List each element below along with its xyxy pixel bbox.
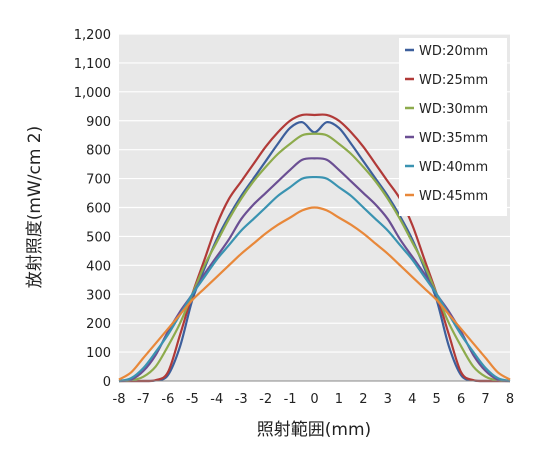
- y-tick-label: 0: [103, 375, 111, 390]
- y-axis-title: 放射照度(mW/cm 2): [25, 126, 45, 289]
- y-tick-label: 400: [86, 259, 111, 274]
- x-axis-ticks: -8 -7 -6 -5 -4 -3 -2 -1 0 1 2 3 4 5 6 7 8: [113, 392, 515, 407]
- series-lines: [118, 113, 511, 383]
- series-line-6: [118, 206, 511, 381]
- x-tick-label: 8: [506, 392, 514, 407]
- legend-box: [399, 38, 507, 216]
- x-tick-label: -1: [284, 392, 297, 407]
- x-axis-title: 照射範囲(mm): [257, 420, 371, 440]
- x-tick-label: 7: [481, 392, 489, 407]
- y-tick-label: 200: [86, 317, 111, 332]
- x-tick-label: 6: [457, 392, 465, 407]
- legend-label: WD:40mm: [419, 160, 488, 175]
- legend-label: WD:30mm: [419, 102, 488, 117]
- x-tick-label: 3: [384, 392, 392, 407]
- x-tick-label: -8: [113, 392, 126, 407]
- series-line-3: [118, 132, 511, 383]
- x-tick-label: -5: [186, 392, 199, 407]
- y-tick-label: 1,200: [74, 28, 111, 43]
- y-tick-label: 1,100: [74, 57, 111, 72]
- x-tick-label: -7: [137, 392, 150, 407]
- legend-label: WD:25mm: [419, 73, 488, 88]
- x-tick-label: -2: [259, 392, 272, 407]
- y-tick-label: 600: [86, 202, 111, 217]
- x-tick-label: -6: [161, 392, 174, 407]
- y-axis-ticks: 0 100 200 300 400 500 600 700 800 900 1,000 1,100 1,…: [74, 28, 111, 390]
- x-tick-label: 0: [310, 392, 318, 407]
- legend-label: WD:35mm: [419, 131, 488, 146]
- legend-label: WD:45mm: [419, 189, 488, 204]
- legend-label: WD:20mm: [419, 44, 488, 59]
- y-tick-label: 700: [86, 173, 111, 188]
- y-tick-label: 1,000: [74, 86, 111, 101]
- x-tick-label: 1: [335, 392, 343, 407]
- x-tick-label: 2: [359, 392, 367, 407]
- x-tick-label: -3: [235, 392, 248, 407]
- y-tick-label: 800: [86, 144, 111, 159]
- x-tick-label: 4: [408, 392, 416, 407]
- y-tick-label: 900: [86, 115, 111, 130]
- x-tick-label: -4: [210, 392, 223, 407]
- legend: WD:20mm WD:25mm WD:30mm WD:35mm WD:40mm WD:45…: [399, 38, 507, 216]
- y-tick-label: 100: [86, 346, 111, 361]
- y-tick-label: 300: [86, 288, 111, 303]
- x-tick-label: 5: [433, 392, 441, 407]
- y-tick-label: 500: [86, 230, 111, 245]
